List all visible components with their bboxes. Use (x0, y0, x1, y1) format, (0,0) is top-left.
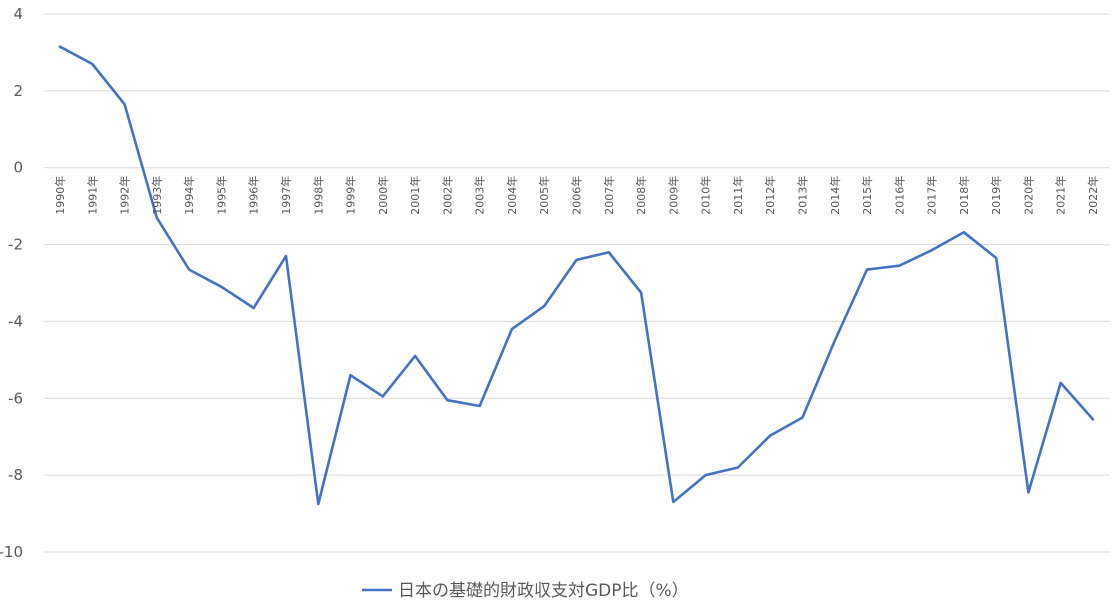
x-tick-label: 2017年 (925, 176, 939, 215)
x-tick-label: 1991年 (85, 176, 99, 215)
y-tick-label: 4 (13, 5, 23, 23)
y-tick-label: -2 (8, 236, 23, 254)
x-tick-label: 2006年 (570, 176, 584, 215)
legend: 日本の基礎的財政収支対GDP比（%） (362, 581, 689, 601)
x-tick-label: 2002年 (440, 176, 454, 215)
x-tick-label: 1992年 (118, 176, 132, 215)
grid-layer (44, 13, 1110, 553)
x-tick-label: 2018年 (957, 176, 971, 215)
y-tick-label: 0 (13, 159, 23, 177)
x-tick-label: 1994年 (182, 176, 196, 215)
y-tick-label: -4 (8, 312, 23, 330)
x-tick-label: 2004年 (505, 176, 519, 215)
x-tick-label: 1998年 (311, 176, 325, 215)
x-tick-label: 1996年 (247, 176, 261, 215)
y-tick-label: -6 (8, 389, 23, 407)
x-tick-label: 2010年 (699, 176, 713, 215)
x-tick-label: 2007年 (602, 176, 616, 215)
x-tick-label: 2021年 (1054, 176, 1068, 215)
x-tick-label: 2015年 (860, 176, 874, 215)
x-tick-label: 1999年 (344, 176, 358, 215)
x-tick-label: 2008年 (634, 176, 648, 215)
x-tick-label: 2009年 (666, 176, 680, 215)
x-tick-label: 2011年 (731, 176, 745, 215)
y-tick-label: -10 (0, 543, 23, 561)
x-tick-label: 2005年 (537, 176, 551, 215)
x-tick-label: 2013年 (795, 176, 809, 215)
x-tick-label: 1993年 (150, 176, 164, 215)
x-tick-label: 1997年 (279, 176, 293, 215)
y-tick-label: 2 (13, 82, 23, 100)
x-tick-label: 2022年 (1086, 176, 1100, 215)
legend-label: 日本の基礎的財政収支対GDP比（%） (398, 581, 689, 601)
y-axis-labels: 4 2 0 -2 -4 -6 -8 -10 (0, 5, 23, 561)
x-tick-label: 2020年 (1021, 176, 1035, 215)
x-tick-label: 2000年 (376, 176, 390, 215)
x-tick-label: 2003年 (473, 176, 487, 215)
x-tick-label: 1990年 (53, 176, 67, 215)
x-tick-label: 1995年 (214, 176, 228, 215)
x-tick-label: 2019年 (989, 176, 1003, 215)
x-tick-label: 2001年 (408, 176, 422, 215)
x-tick-label: 2016年 (892, 176, 906, 215)
x-tick-label: 2012年 (763, 176, 777, 215)
series-layer (58, 45, 1095, 506)
x-tick-label: 2014年 (828, 176, 842, 215)
x-axis-labels: 1990年 1991年 1992年 1993年 1994年 1995年 1996年 1997年… (53, 176, 1100, 215)
y-tick-label: -8 (8, 466, 23, 484)
series-line (58, 45, 1095, 506)
